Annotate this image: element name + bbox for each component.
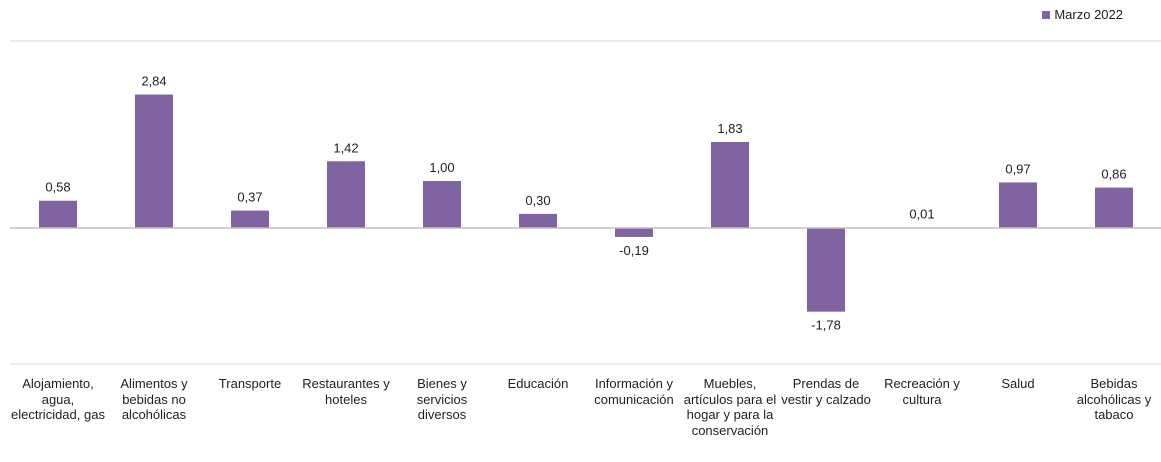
data-label: 0,97 bbox=[1005, 161, 1030, 176]
bar bbox=[1095, 187, 1133, 228]
category-label: Bienes y servicios diversos bbox=[416, 376, 468, 422]
bar bbox=[711, 141, 749, 228]
data-label: -1,78 bbox=[811, 318, 841, 333]
data-label: 0,30 bbox=[525, 193, 550, 208]
category-label: Restaurantes y hoteles bbox=[302, 376, 390, 407]
category-label: Bebidas alcohólicas y tabaco bbox=[1076, 376, 1152, 422]
bar bbox=[807, 228, 845, 312]
data-label: 0,58 bbox=[45, 180, 70, 195]
bar bbox=[135, 94, 173, 229]
category-label: Alojamiento, agua, electricidad, gas bbox=[11, 376, 105, 422]
category-label: Educación bbox=[507, 376, 569, 391]
category-label: Salud bbox=[1001, 376, 1035, 391]
category-label: Transporte bbox=[218, 376, 282, 391]
category-label: Alimentos y bebidas no alcohólicas bbox=[120, 376, 188, 422]
data-label: 0,86 bbox=[1101, 167, 1126, 182]
category-label: Recreación y cultura bbox=[884, 376, 960, 407]
category-label: Prendas de vestir y calzado bbox=[781, 376, 871, 407]
legend-label: Marzo 2022 bbox=[1054, 7, 1123, 22]
data-label: -0,19 bbox=[619, 243, 649, 258]
data-label: 1,83 bbox=[717, 121, 742, 136]
data-label: 1,42 bbox=[333, 140, 358, 155]
bar bbox=[231, 210, 269, 228]
data-label: 1,00 bbox=[429, 160, 454, 175]
category-label: Información y comunicación bbox=[594, 376, 674, 407]
bar bbox=[39, 200, 77, 228]
data-label: 0,37 bbox=[237, 190, 262, 205]
bar bbox=[519, 213, 557, 228]
data-label: 0,01 bbox=[909, 207, 934, 222]
category-label: Muebles, artículos para el hogar y para … bbox=[683, 376, 777, 438]
legend: Marzo 2022 bbox=[1042, 7, 1123, 22]
legend-swatch bbox=[1042, 10, 1051, 19]
data-label: 2,84 bbox=[141, 74, 166, 89]
bar bbox=[423, 181, 461, 228]
bar bbox=[327, 161, 365, 228]
bar bbox=[615, 228, 653, 237]
bar bbox=[999, 182, 1037, 228]
